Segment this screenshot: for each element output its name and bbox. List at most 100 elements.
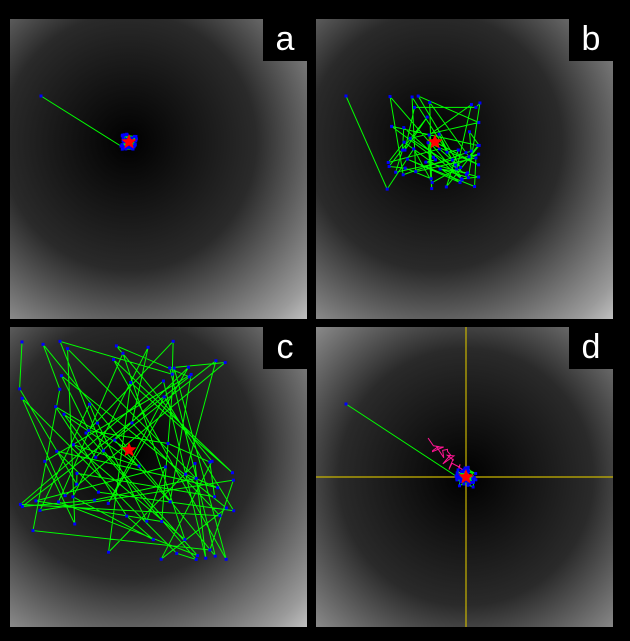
sample-point [84, 431, 88, 435]
sample-point [162, 395, 166, 399]
sample-point [204, 556, 208, 560]
sample-point [402, 140, 406, 144]
sample-point [454, 163, 458, 167]
sample-point [218, 514, 222, 518]
sample-point [477, 175, 481, 179]
sample-point [474, 472, 478, 476]
sample-point [463, 466, 467, 470]
panel-label-b: b [569, 19, 613, 61]
sample-point [432, 155, 436, 159]
sample-point [231, 478, 235, 482]
panel-b: b [316, 19, 613, 319]
sample-point [54, 405, 58, 409]
sample-point [466, 470, 470, 474]
sample-point [457, 473, 461, 477]
sample-point [59, 374, 63, 378]
sample-point [412, 147, 416, 151]
optimum-star-icon [121, 442, 137, 457]
plot-a [10, 19, 307, 319]
sample-point [75, 482, 79, 486]
search-path-c [19, 340, 235, 561]
sample-point [133, 143, 137, 147]
sample-point [213, 554, 217, 558]
sample-point [73, 522, 77, 526]
sample-point [469, 480, 473, 484]
sample-point [414, 170, 418, 174]
panel-label-d: d [569, 327, 613, 369]
plot-d [316, 327, 613, 627]
sample-point [223, 361, 227, 365]
sample-point [408, 136, 412, 140]
sample-point [34, 499, 38, 503]
sample-point [403, 166, 407, 170]
sample-point [403, 148, 407, 152]
sample-point [444, 185, 448, 189]
sample-point [416, 94, 420, 98]
sample-point [166, 442, 170, 446]
sample-point [405, 157, 409, 161]
sample-point [430, 187, 434, 191]
sample-point [394, 170, 398, 174]
sample-point [137, 464, 141, 468]
sample-point [438, 167, 442, 171]
sample-point [66, 347, 70, 351]
sample-point [175, 551, 179, 555]
sample-point [196, 554, 200, 558]
sample-point [471, 477, 475, 481]
sample-point [121, 139, 125, 143]
sample-point [216, 486, 220, 490]
sample-point [456, 148, 460, 152]
sample-point [183, 538, 187, 542]
sample-point [210, 459, 214, 463]
sample-point [107, 550, 111, 554]
sample-point [88, 402, 92, 406]
sample-point [18, 502, 22, 506]
sample-point [20, 505, 24, 509]
sample-point [171, 339, 175, 343]
sample-point [128, 146, 132, 150]
sample-point [168, 500, 172, 504]
sample-point [160, 520, 164, 524]
sample-point [455, 167, 459, 171]
panel-a: a [10, 19, 307, 319]
sample-point [476, 143, 480, 147]
sample-point [437, 147, 441, 151]
sample-point [130, 136, 134, 140]
sample-point [469, 149, 473, 153]
plot-b [316, 19, 613, 319]
sample-point [114, 344, 118, 348]
sample-point [121, 133, 125, 137]
sample-point [106, 501, 110, 505]
sample-point [390, 124, 394, 128]
sample-point [434, 158, 438, 162]
sample-point [208, 548, 212, 552]
sample-point [457, 484, 461, 488]
sample-point [230, 471, 234, 475]
sample-point [38, 508, 42, 512]
sample-point [62, 412, 66, 416]
panel-c: c [10, 327, 307, 627]
sample-point [469, 103, 473, 107]
sample-point [113, 438, 117, 442]
sample-point [20, 396, 24, 400]
sample-point [145, 519, 149, 523]
sample-point [63, 494, 67, 498]
sample-point [125, 133, 129, 137]
sample-point [427, 133, 431, 137]
optimum-star-icon [427, 134, 443, 149]
sample-point [134, 139, 138, 143]
sample-point [466, 176, 470, 180]
panel-label-c: c [263, 327, 307, 369]
sample-point [459, 177, 463, 181]
sample-point [455, 474, 459, 478]
sample-point [161, 379, 165, 383]
sample-point [121, 351, 125, 355]
sample-point [187, 365, 191, 369]
sample-point [94, 455, 98, 459]
sample-point [459, 165, 463, 169]
sample-point [187, 375, 191, 379]
sample-point [466, 467, 470, 471]
sample-point [478, 101, 482, 105]
panel-label-a: a [263, 19, 307, 61]
sample-point [120, 143, 124, 147]
